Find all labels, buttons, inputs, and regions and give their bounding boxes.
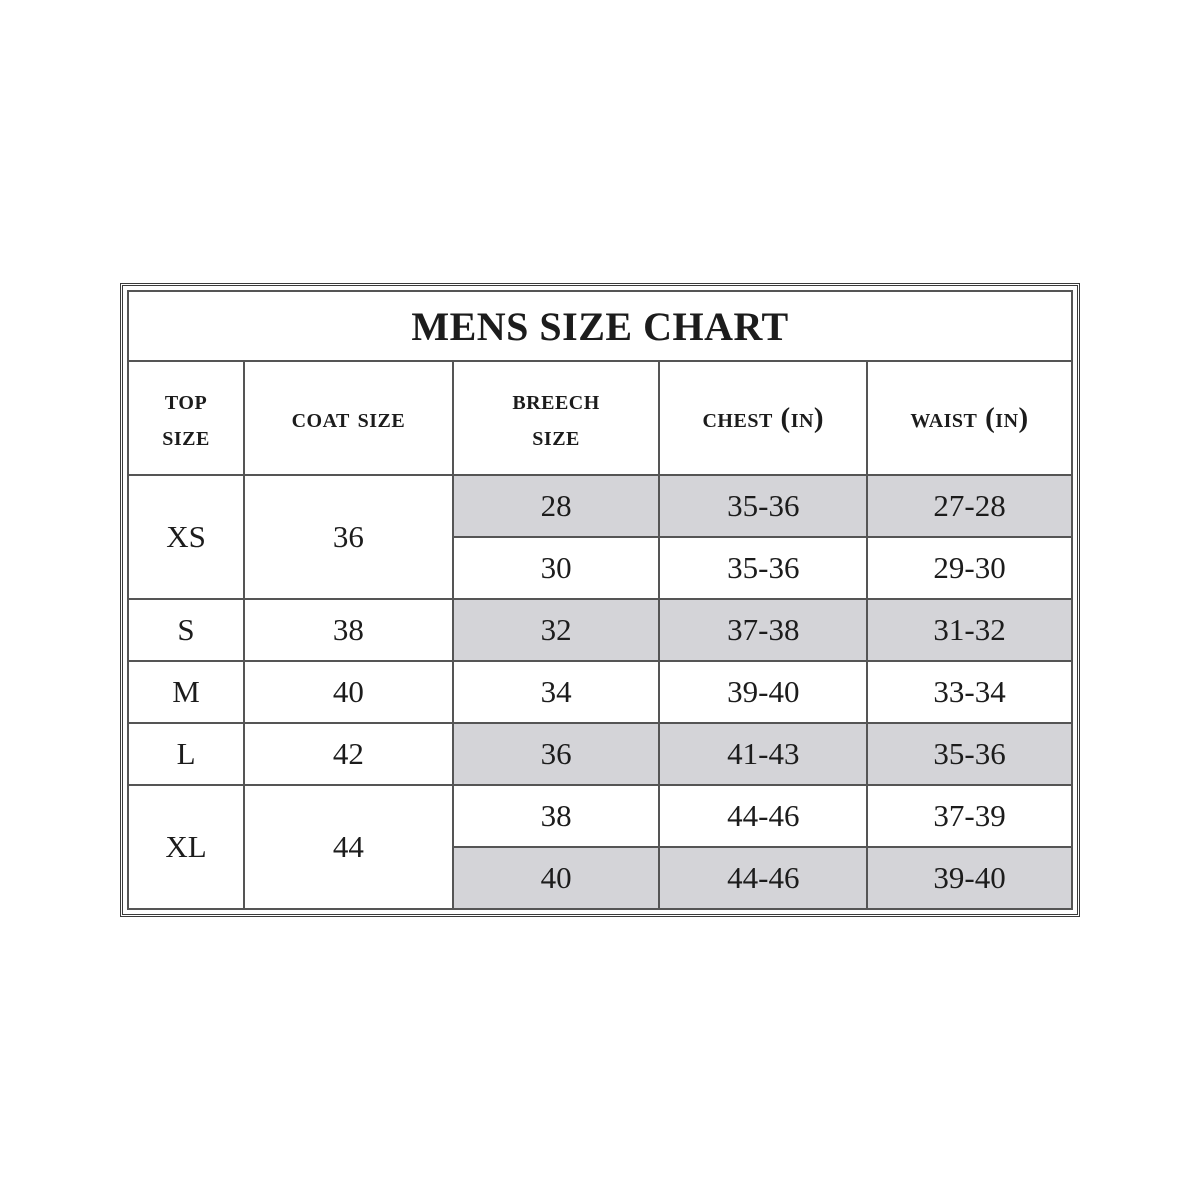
cell-chest: 41-43 <box>658 722 869 786</box>
table-row: 40 44-46 39-40 <box>128 846 1073 910</box>
table-header-row: Top Size Coat Size Breech Size Chest (in) Wais… <box>126 360 1073 476</box>
cell-breech-size: 28 <box>451 474 661 538</box>
cell-breech-size: 34 <box>451 660 661 724</box>
size-chart-frame: MENS SIZE CHART Top Size Coat Size Breech Si… <box>120 283 1080 917</box>
cell-breech-size: 30 <box>451 536 661 600</box>
column-header-coat-size: Coat Size <box>243 360 454 476</box>
mens-size-chart-table: MENS SIZE CHART Top Size Coat Size Breech Si… <box>126 290 1073 910</box>
cell-chest: 37-38 <box>658 598 869 662</box>
cell-top-size: M <box>126 660 246 724</box>
column-header-line: Coat Size <box>291 401 406 434</box>
cell-top-size: XL <box>126 784 246 910</box>
cell-chest: 44-46 <box>658 784 869 848</box>
table-row: XL 44 38 44-46 37-39 <box>126 784 1073 910</box>
cell-waist: 33-34 <box>866 660 1073 724</box>
table-row: L 42 36 41-43 35-36 <box>126 722 1073 786</box>
cell-waist: 39-40 <box>866 846 1073 910</box>
table-row: M 40 34 39-40 33-34 <box>126 660 1073 724</box>
cell-waist: 37-39 <box>866 784 1073 848</box>
column-header-breech-size: Breech Size <box>451 360 661 476</box>
column-header-line: Size <box>532 420 580 452</box>
cell-top-size: XS <box>126 474 246 600</box>
cell-chest: 39-40 <box>658 660 869 724</box>
cell-chest: 44-46 <box>658 846 869 910</box>
cell-chest: 35-36 <box>658 474 869 538</box>
title-row: MENS SIZE CHART <box>127 290 1073 362</box>
cell-coat-size: 42 <box>243 722 454 786</box>
column-header-line: Chest (in) <box>702 401 825 434</box>
column-header-top-size: Top Size <box>126 360 246 476</box>
cell-chest: 35-36 <box>658 536 869 600</box>
cell-waist: 27-28 <box>866 474 1073 538</box>
table-row: XS 36 28 35-36 27-28 <box>126 474 1073 600</box>
cell-waist: 35-36 <box>866 722 1073 786</box>
column-header-line: Top <box>164 383 208 416</box>
column-header-line: Waist (in) <box>910 401 1029 434</box>
chart-title: MENS SIZE CHART <box>127 290 1073 362</box>
size-chart-body: MENS SIZE CHART Top Size Coat Size Breech Si… <box>126 290 1073 910</box>
cell-coat-size: 44 <box>243 784 454 910</box>
table-row: 30 35-36 29-30 <box>128 536 1073 600</box>
cell-breech-size: 38 <box>451 784 661 848</box>
cell-breech-size: 36 <box>451 722 661 786</box>
cell-coat-size: 38 <box>243 598 454 662</box>
cell-top-size: L <box>126 722 246 786</box>
column-header-line: Size <box>162 420 210 452</box>
cell-coat-size: 40 <box>243 660 454 724</box>
cell-top-size: S <box>126 598 246 662</box>
cell-breech-size: 32 <box>451 598 661 662</box>
cell-waist: 31-32 <box>866 598 1073 662</box>
column-header-waist-in: Waist (in) <box>866 360 1073 476</box>
cell-waist: 29-30 <box>866 536 1073 600</box>
table-row: S 38 32 37-38 31-32 <box>126 598 1073 662</box>
cell-coat-size: 36 <box>243 474 454 600</box>
cell-breech-size: 40 <box>451 846 661 910</box>
column-header-chest-in: Chest (in) <box>658 360 869 476</box>
column-header-line: Breech <box>512 383 600 416</box>
